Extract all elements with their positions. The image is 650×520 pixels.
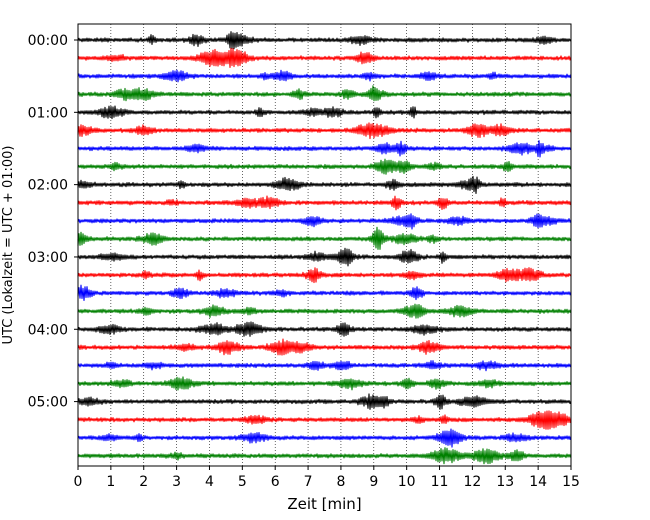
trace-0330 bbox=[77, 284, 572, 302]
x-tick-label: 2 bbox=[139, 474, 148, 490]
x-tick-label: 5 bbox=[238, 474, 247, 490]
y-tick-label: 01:00 bbox=[28, 105, 68, 121]
x-tick-label: 1 bbox=[106, 474, 115, 490]
trace-0500 bbox=[77, 393, 572, 410]
trace-0530 bbox=[77, 428, 572, 448]
y-tick-label: 02:00 bbox=[28, 178, 68, 194]
y-tick-label: 04:00 bbox=[28, 322, 68, 338]
trace-0215 bbox=[77, 195, 572, 211]
x-tick-label: 6 bbox=[271, 474, 280, 490]
x-tick-label: 3 bbox=[172, 474, 181, 490]
trace-0445 bbox=[77, 376, 572, 391]
trace-0545 bbox=[77, 447, 572, 465]
x-axis-label: Zeit [min] bbox=[287, 495, 361, 513]
trace-0030 bbox=[77, 69, 572, 83]
x-tick-label: 4 bbox=[205, 474, 214, 490]
trace-0000 bbox=[77, 31, 572, 50]
x-tick-label: 7 bbox=[304, 474, 313, 490]
trace-0100 bbox=[77, 105, 572, 120]
trace-0200 bbox=[77, 175, 572, 194]
x-tick-label: 9 bbox=[369, 474, 378, 490]
x-tick-label: 14 bbox=[529, 474, 547, 490]
trace-0415 bbox=[77, 338, 572, 356]
x-tick-label: 11 bbox=[431, 474, 449, 490]
plot-frame bbox=[77, 23, 572, 467]
trace-0130 bbox=[77, 140, 572, 158]
trace-0315 bbox=[77, 267, 572, 284]
y-tick-label: 05:00 bbox=[28, 395, 68, 411]
trace-0115 bbox=[77, 122, 572, 140]
trace-0400 bbox=[77, 321, 572, 337]
x-tick-label: 12 bbox=[463, 474, 481, 490]
x-tick-label: 0 bbox=[74, 474, 83, 490]
y-axis-label: UTC (Lokalzeit = UTC + 01:00) bbox=[1, 146, 16, 345]
trace-0145 bbox=[77, 158, 572, 175]
x-axis-ticks: 0 1 2 3 4 5 6 7 8 9 10 11 12 13 14 15 bbox=[74, 466, 580, 490]
y-tick-label: 00:00 bbox=[28, 33, 68, 49]
trace-0015 bbox=[77, 47, 572, 69]
trace-0515 bbox=[77, 410, 572, 430]
trace-0300 bbox=[77, 247, 572, 267]
trace-0230 bbox=[77, 213, 572, 230]
seismic-traces bbox=[77, 31, 572, 465]
trace-0245 bbox=[77, 226, 572, 250]
x-tick-label: 8 bbox=[336, 474, 345, 490]
x-tick-label: 15 bbox=[562, 474, 580, 490]
trace-0345 bbox=[77, 303, 572, 319]
y-axis-ticks: 00:00 01:00 02:00 03:00 04:00 05:00 bbox=[28, 33, 78, 411]
x-tick-label: 13 bbox=[496, 474, 514, 490]
trace-0430 bbox=[77, 360, 572, 372]
trace-0045 bbox=[77, 85, 572, 102]
y-tick-label: 03:00 bbox=[28, 250, 68, 266]
x-tick-label: 10 bbox=[398, 474, 416, 490]
